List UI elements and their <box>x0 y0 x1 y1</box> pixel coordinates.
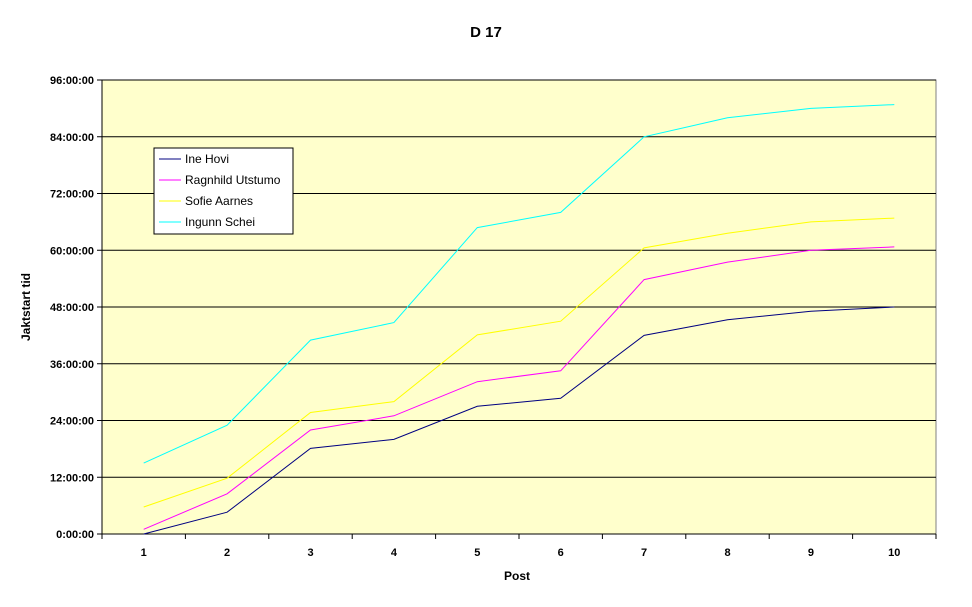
y-tick-label: 96:00:00 <box>50 75 94 87</box>
y-tick-label: 0:00:00 <box>56 529 94 541</box>
x-tick-label: 1 <box>141 547 147 559</box>
x-tick-label: 10 <box>888 547 900 559</box>
series-line-3 <box>143 104 895 464</box>
y-tick-label: 36:00:00 <box>50 359 94 371</box>
x-tick-label: 8 <box>724 547 730 559</box>
x-tick-label: 7 <box>641 547 647 559</box>
x-tick-label: 5 <box>474 547 480 559</box>
legend: Ine Hovi Ragnhild Utstumo Sofie Aarnes Ingu… <box>153 147 294 235</box>
gridlines <box>102 79 936 478</box>
y-tick-label: 72:00:00 <box>50 189 94 201</box>
x-tick-label: 6 <box>558 547 564 559</box>
y-tick-label: 48:00:00 <box>50 302 94 314</box>
x-tick-label: 4 <box>391 547 398 559</box>
y-tick-label: 12:00:00 <box>50 472 94 484</box>
series-line-1 <box>143 246 895 530</box>
legend-label: Ine Hovi <box>185 152 229 166</box>
x-axis-title: Post <box>504 569 530 583</box>
x-tick-label: 3 <box>307 547 313 559</box>
y-tick-label: 24:00:00 <box>50 416 94 428</box>
series-lines <box>143 104 895 535</box>
x-tick-label: 2 <box>224 547 230 559</box>
series-line-2 <box>143 217 895 508</box>
chart-title: D 17 <box>470 24 502 41</box>
legend-label: Sofie Aarnes <box>185 194 253 208</box>
x-tick-label: 9 <box>808 547 814 559</box>
legend-box <box>153 147 294 235</box>
y-tick-label: 60:00:00 <box>50 245 94 257</box>
legend-label: Ingunn Schei <box>185 215 255 229</box>
series-line-0 <box>143 306 895 535</box>
y-axis-title: Jaktstart tid <box>19 273 33 341</box>
y-tick-label: 84:00:00 <box>50 132 94 144</box>
legend-label: Ragnhild Utstumo <box>185 173 281 187</box>
axes: 0:00:00 12:00:00 24:00:00 36:00:00 48:00:00 6… <box>50 75 937 559</box>
